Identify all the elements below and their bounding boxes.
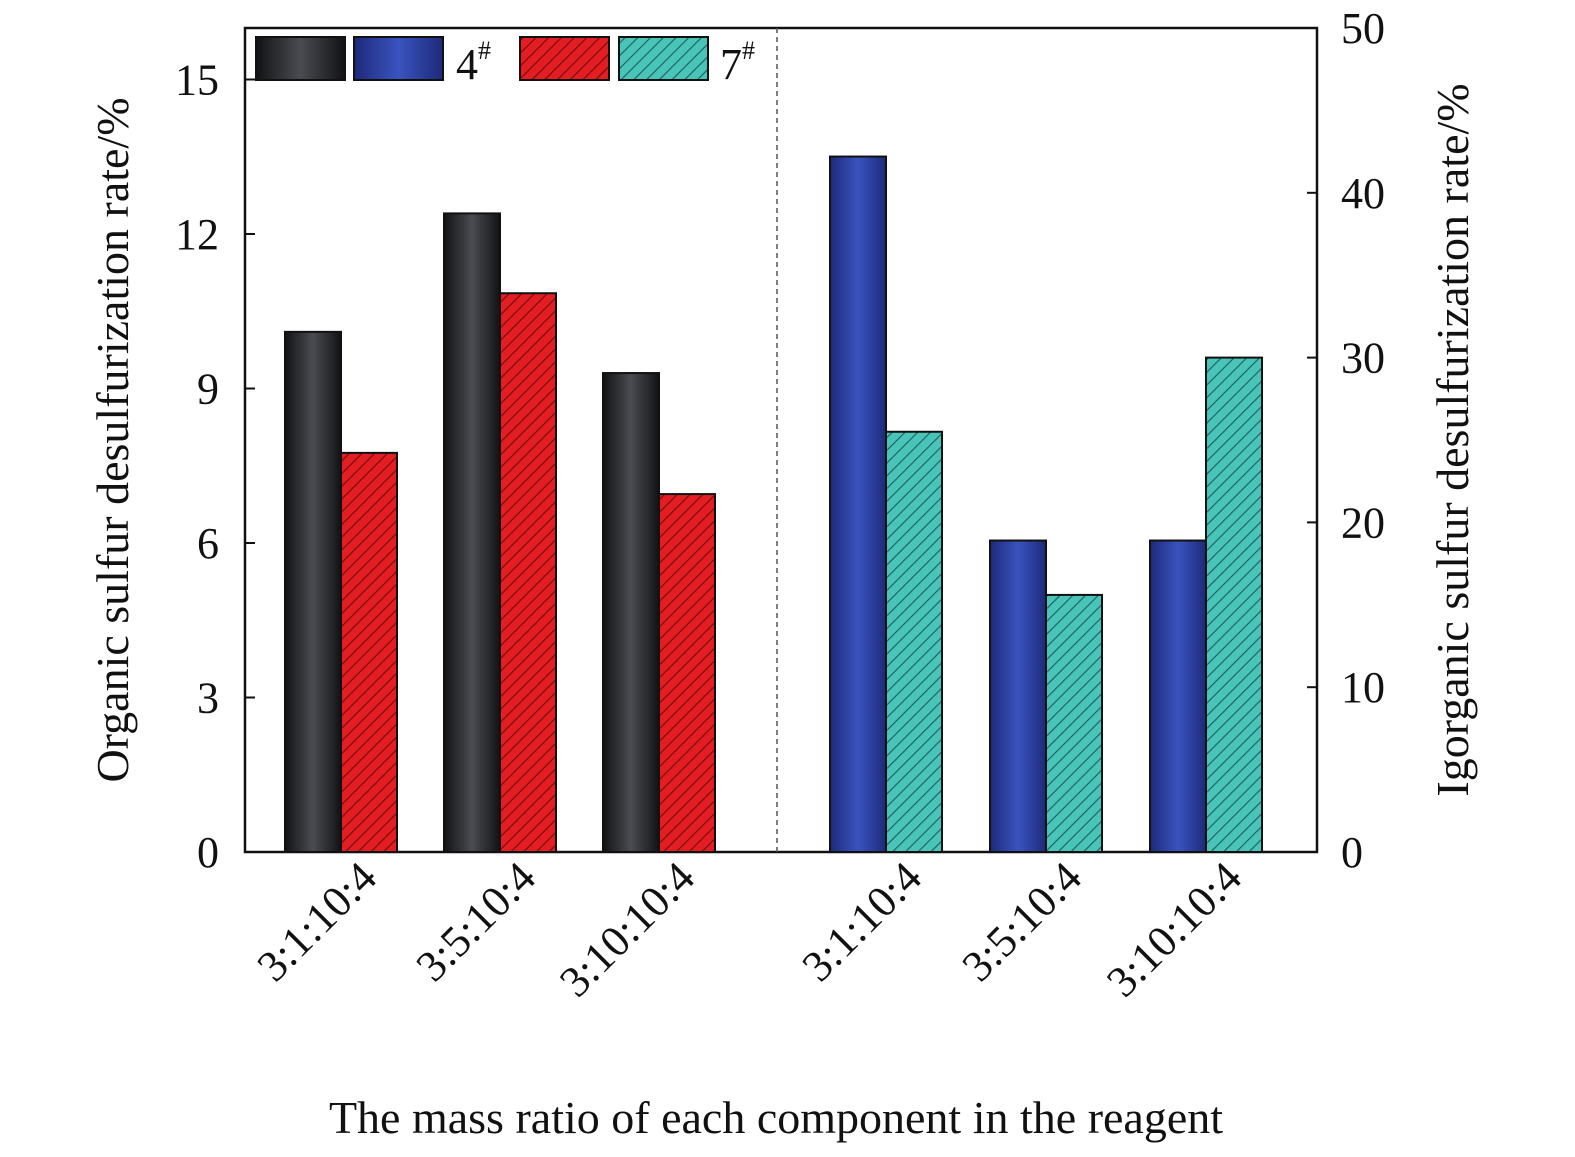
legend-label-4: 4# [456, 36, 491, 89]
y-left-tick-label: 6 [197, 519, 219, 568]
bar-7-organic-1 [499, 292, 557, 854]
bar-7-inorganic-0 [885, 430, 943, 853]
category-label: 3:10:10:4 [550, 852, 704, 1006]
category-label: 3:1:10:4 [248, 852, 386, 990]
bar-4-organic-1 [443, 212, 501, 853]
legend: 4# 7# [255, 36, 755, 89]
y-axis-title-right: Igorganic sulfur desulfurization rate/% [1427, 83, 1478, 796]
y-left-tick-label: 15 [175, 56, 219, 105]
category-label: 3:1:10:4 [793, 852, 931, 990]
plot-frame [243, 26, 1319, 854]
y-left-tick-label: 0 [197, 828, 219, 877]
bar-7-organic-0 [340, 451, 398, 853]
category-labels: 3:1:10:4 3:5:10:4 3:10:10:4 3:1:10:4 3:5:10:… [248, 852, 1251, 1006]
category-label: 3:5:10:4 [407, 852, 545, 990]
y-left-tick-label: 12 [175, 210, 219, 259]
y-left-tick-label: 3 [197, 674, 219, 723]
bar-7-inorganic-1 [1045, 593, 1103, 853]
y-right-tick-label: 40 [1341, 169, 1385, 218]
y-right-tick-label: 10 [1341, 663, 1385, 712]
legend-swatch-4-inorganic [353, 36, 444, 81]
y-right-tick-label: 50 [1341, 4, 1385, 53]
category-label: 3:5:10:4 [953, 852, 1091, 990]
legend-swatch-7-organic [519, 36, 610, 81]
right-axis: 0 10 20 30 40 50 [1307, 4, 1385, 877]
left-axis: 0 3 6 9 12 15 [175, 56, 255, 877]
bar-4-inorganic-1 [989, 539, 1047, 853]
bars-layer [284, 155, 1263, 854]
y-right-tick-label: 30 [1341, 334, 1385, 383]
bar-7-organic-2 [658, 493, 716, 853]
bar-7-inorganic-2 [1205, 356, 1263, 853]
bar-4-inorganic-2 [1149, 539, 1207, 853]
bar-4-organic-2 [602, 372, 660, 853]
x-axis-title: The mass ratio of each component in the … [329, 1092, 1223, 1143]
bar-4-organic-0 [284, 330, 342, 854]
legend-swatch-4-organic [255, 36, 346, 81]
bar-4-inorganic-0 [829, 155, 887, 853]
y-right-tick-label: 0 [1341, 828, 1363, 877]
y-right-tick-label: 20 [1341, 498, 1385, 547]
y-left-tick-label: 9 [197, 365, 219, 414]
y-axis-title-left: Organic sulfur desulfurization rate/% [87, 97, 138, 782]
legend-label-7: 7# [720, 36, 755, 89]
legend-swatch-7-inorganic [618, 36, 709, 81]
category-label: 3:10:10:4 [1097, 852, 1251, 1006]
